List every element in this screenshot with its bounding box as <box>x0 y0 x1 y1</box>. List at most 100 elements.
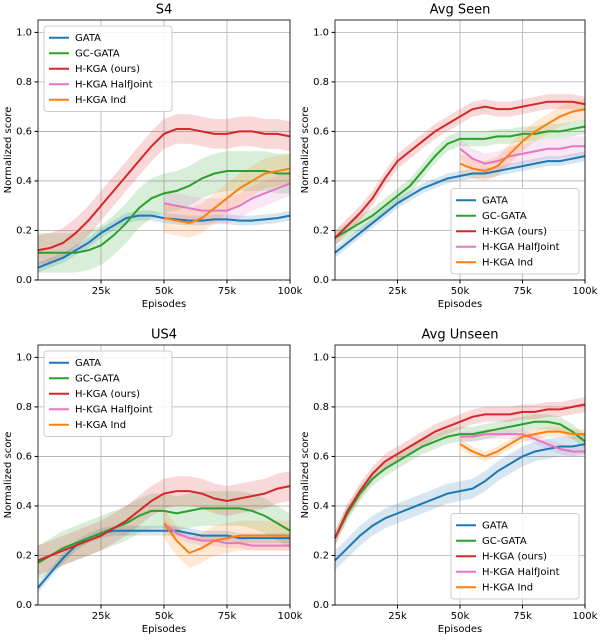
y-tick-label: 0.4 <box>313 501 329 512</box>
y-tick-label: 0.8 <box>16 77 32 88</box>
legend-label: H-KGA Ind <box>75 95 126 106</box>
y-tick-label: 1.0 <box>16 27 32 38</box>
x-axis-label: Episodes <box>142 624 186 635</box>
y-tick-label: 0.8 <box>313 402 329 413</box>
series-line <box>334 443 586 562</box>
axes-frame <box>334 344 586 606</box>
series-line <box>37 214 291 269</box>
legend-label: H-KGA (ours) <box>75 389 140 400</box>
legend-label: H-KGA (ours) <box>482 551 547 562</box>
x-tick-label: 100k <box>573 286 598 297</box>
y-axis-label: Normalized score <box>3 432 14 519</box>
x-tick-label: 25k <box>388 611 407 622</box>
y-tick-label: 0.2 <box>313 225 329 236</box>
legend-label: GC-GATA <box>482 536 527 547</box>
legend-box <box>43 25 173 112</box>
axes-frame <box>334 19 586 281</box>
error-band <box>164 518 290 551</box>
y-tick-label: 0.0 <box>16 275 32 286</box>
legend-label: H-KGA Ind <box>482 582 533 593</box>
x-axis-label: Episodes <box>142 299 186 310</box>
y-tick-label: 0.0 <box>16 600 32 611</box>
subplot-title: US4 <box>151 328 177 343</box>
x-tick-label: 75k <box>513 286 532 297</box>
subplot-title: Avg Unseen <box>422 328 499 343</box>
x-tick-label: 75k <box>218 611 237 622</box>
error-band <box>460 136 585 174</box>
y-tick-label: 0.6 <box>313 451 329 462</box>
y-tick-label: 0.0 <box>313 600 329 611</box>
x-tick-label: 50k <box>155 286 174 297</box>
x-tick-label: 50k <box>451 286 470 297</box>
y-tick-label: 0.8 <box>313 77 329 88</box>
y-axis-label: Normalized score <box>3 107 14 194</box>
legend-label: GATA <box>482 195 508 206</box>
legend: GATA GC-GATA H-KGA (ours) H-KGA HalfJoint H-… <box>43 350 173 437</box>
y-tick-label: 0.2 <box>16 550 32 561</box>
series-line <box>37 507 291 564</box>
series-line <box>334 420 586 539</box>
y-tick-label: 1.0 <box>16 352 32 363</box>
error-band <box>335 397 585 546</box>
x-axis-label: Episodes <box>438 299 482 310</box>
series-line <box>163 522 290 547</box>
y-tick-label: 0.2 <box>313 550 329 561</box>
series-line <box>163 182 291 212</box>
series-line <box>460 433 585 453</box>
error-band <box>38 471 290 576</box>
legend-label: GATA <box>75 33 101 44</box>
x-tick-label: 25k <box>92 286 111 297</box>
series-line <box>334 403 586 539</box>
legend: GATA GC-GATA H-KGA (ours) H-KGA HalfJoint H-… <box>43 25 173 112</box>
error-band <box>335 414 585 546</box>
subplot-title: Avg Seen <box>430 3 491 18</box>
error-band <box>38 491 290 581</box>
y-tick-label: 0.4 <box>16 176 32 187</box>
x-tick-label: 100k <box>278 611 303 622</box>
axes-frame <box>37 19 291 281</box>
x-tick-label: 25k <box>388 286 407 297</box>
x-tick-label: 50k <box>451 611 470 622</box>
y-tick-label: 0.6 <box>16 126 32 137</box>
subplot: 0.0 0.2 0.4 0.6 0.8 1.0 25k 50k 75k 100k US4 Episod… <box>3 328 303 636</box>
subplot: 0.0 0.2 0.4 0.6 0.8 1.0 25k 50k 75k 100k S4 Episode… <box>3 3 303 311</box>
x-tick-label: 75k <box>218 286 237 297</box>
x-axis-label: Episodes <box>438 624 482 635</box>
y-tick-label: 0.0 <box>313 275 329 286</box>
error-band <box>164 153 290 238</box>
x-tick-label: 75k <box>513 611 532 622</box>
error-band <box>460 429 585 457</box>
x-tick-label: 100k <box>278 286 303 297</box>
y-tick-label: 0.4 <box>16 501 32 512</box>
legend-label: GATA <box>75 358 101 369</box>
legend: GATA GC-GATA H-KGA (ours) H-KGA HalfJoint H-… <box>450 188 580 275</box>
legend-label: H-KGA HalfJoint <box>75 79 153 90</box>
subplot: 0.0 0.2 0.4 0.6 0.8 1.0 25k 50k 75k 100k Avg Unsee… <box>300 328 598 636</box>
series-line <box>459 145 585 165</box>
y-tick-label: 0.6 <box>313 126 329 137</box>
legend-box <box>43 350 173 437</box>
legend-label: GATA <box>482 520 508 531</box>
legend-label: H-KGA HalfJoint <box>75 404 153 415</box>
legend-label: GC-GATA <box>75 373 120 384</box>
y-tick-label: 0.6 <box>16 451 32 462</box>
y-tick-label: 0.4 <box>313 176 329 187</box>
series-line <box>38 170 290 254</box>
legend-label: H-KGA Ind <box>75 420 126 431</box>
legend-label: H-KGA HalfJoint <box>482 567 560 578</box>
legend-box <box>450 188 580 275</box>
series-line <box>334 155 586 254</box>
y-tick-label: 0.2 <box>16 225 32 236</box>
legend: GATA GC-GATA H-KGA (ours) H-KGA HalfJoint H-… <box>450 513 580 600</box>
legend-label: H-KGA (ours) <box>75 64 140 75</box>
x-tick-label: 50k <box>155 611 174 622</box>
series-line <box>37 485 291 562</box>
y-tick-label: 1.0 <box>313 352 329 363</box>
legend-label: H-KGA Ind <box>482 257 533 268</box>
error-band <box>335 434 585 571</box>
legend-label: H-KGA (ours) <box>482 226 547 237</box>
subplot: 0.0 0.2 0.4 0.6 0.8 1.0 25k 50k 75k 100k Avg Seen E… <box>300 3 598 311</box>
y-axis-label: Normalized score <box>300 432 311 519</box>
y-tick-label: 0.8 <box>16 402 32 413</box>
